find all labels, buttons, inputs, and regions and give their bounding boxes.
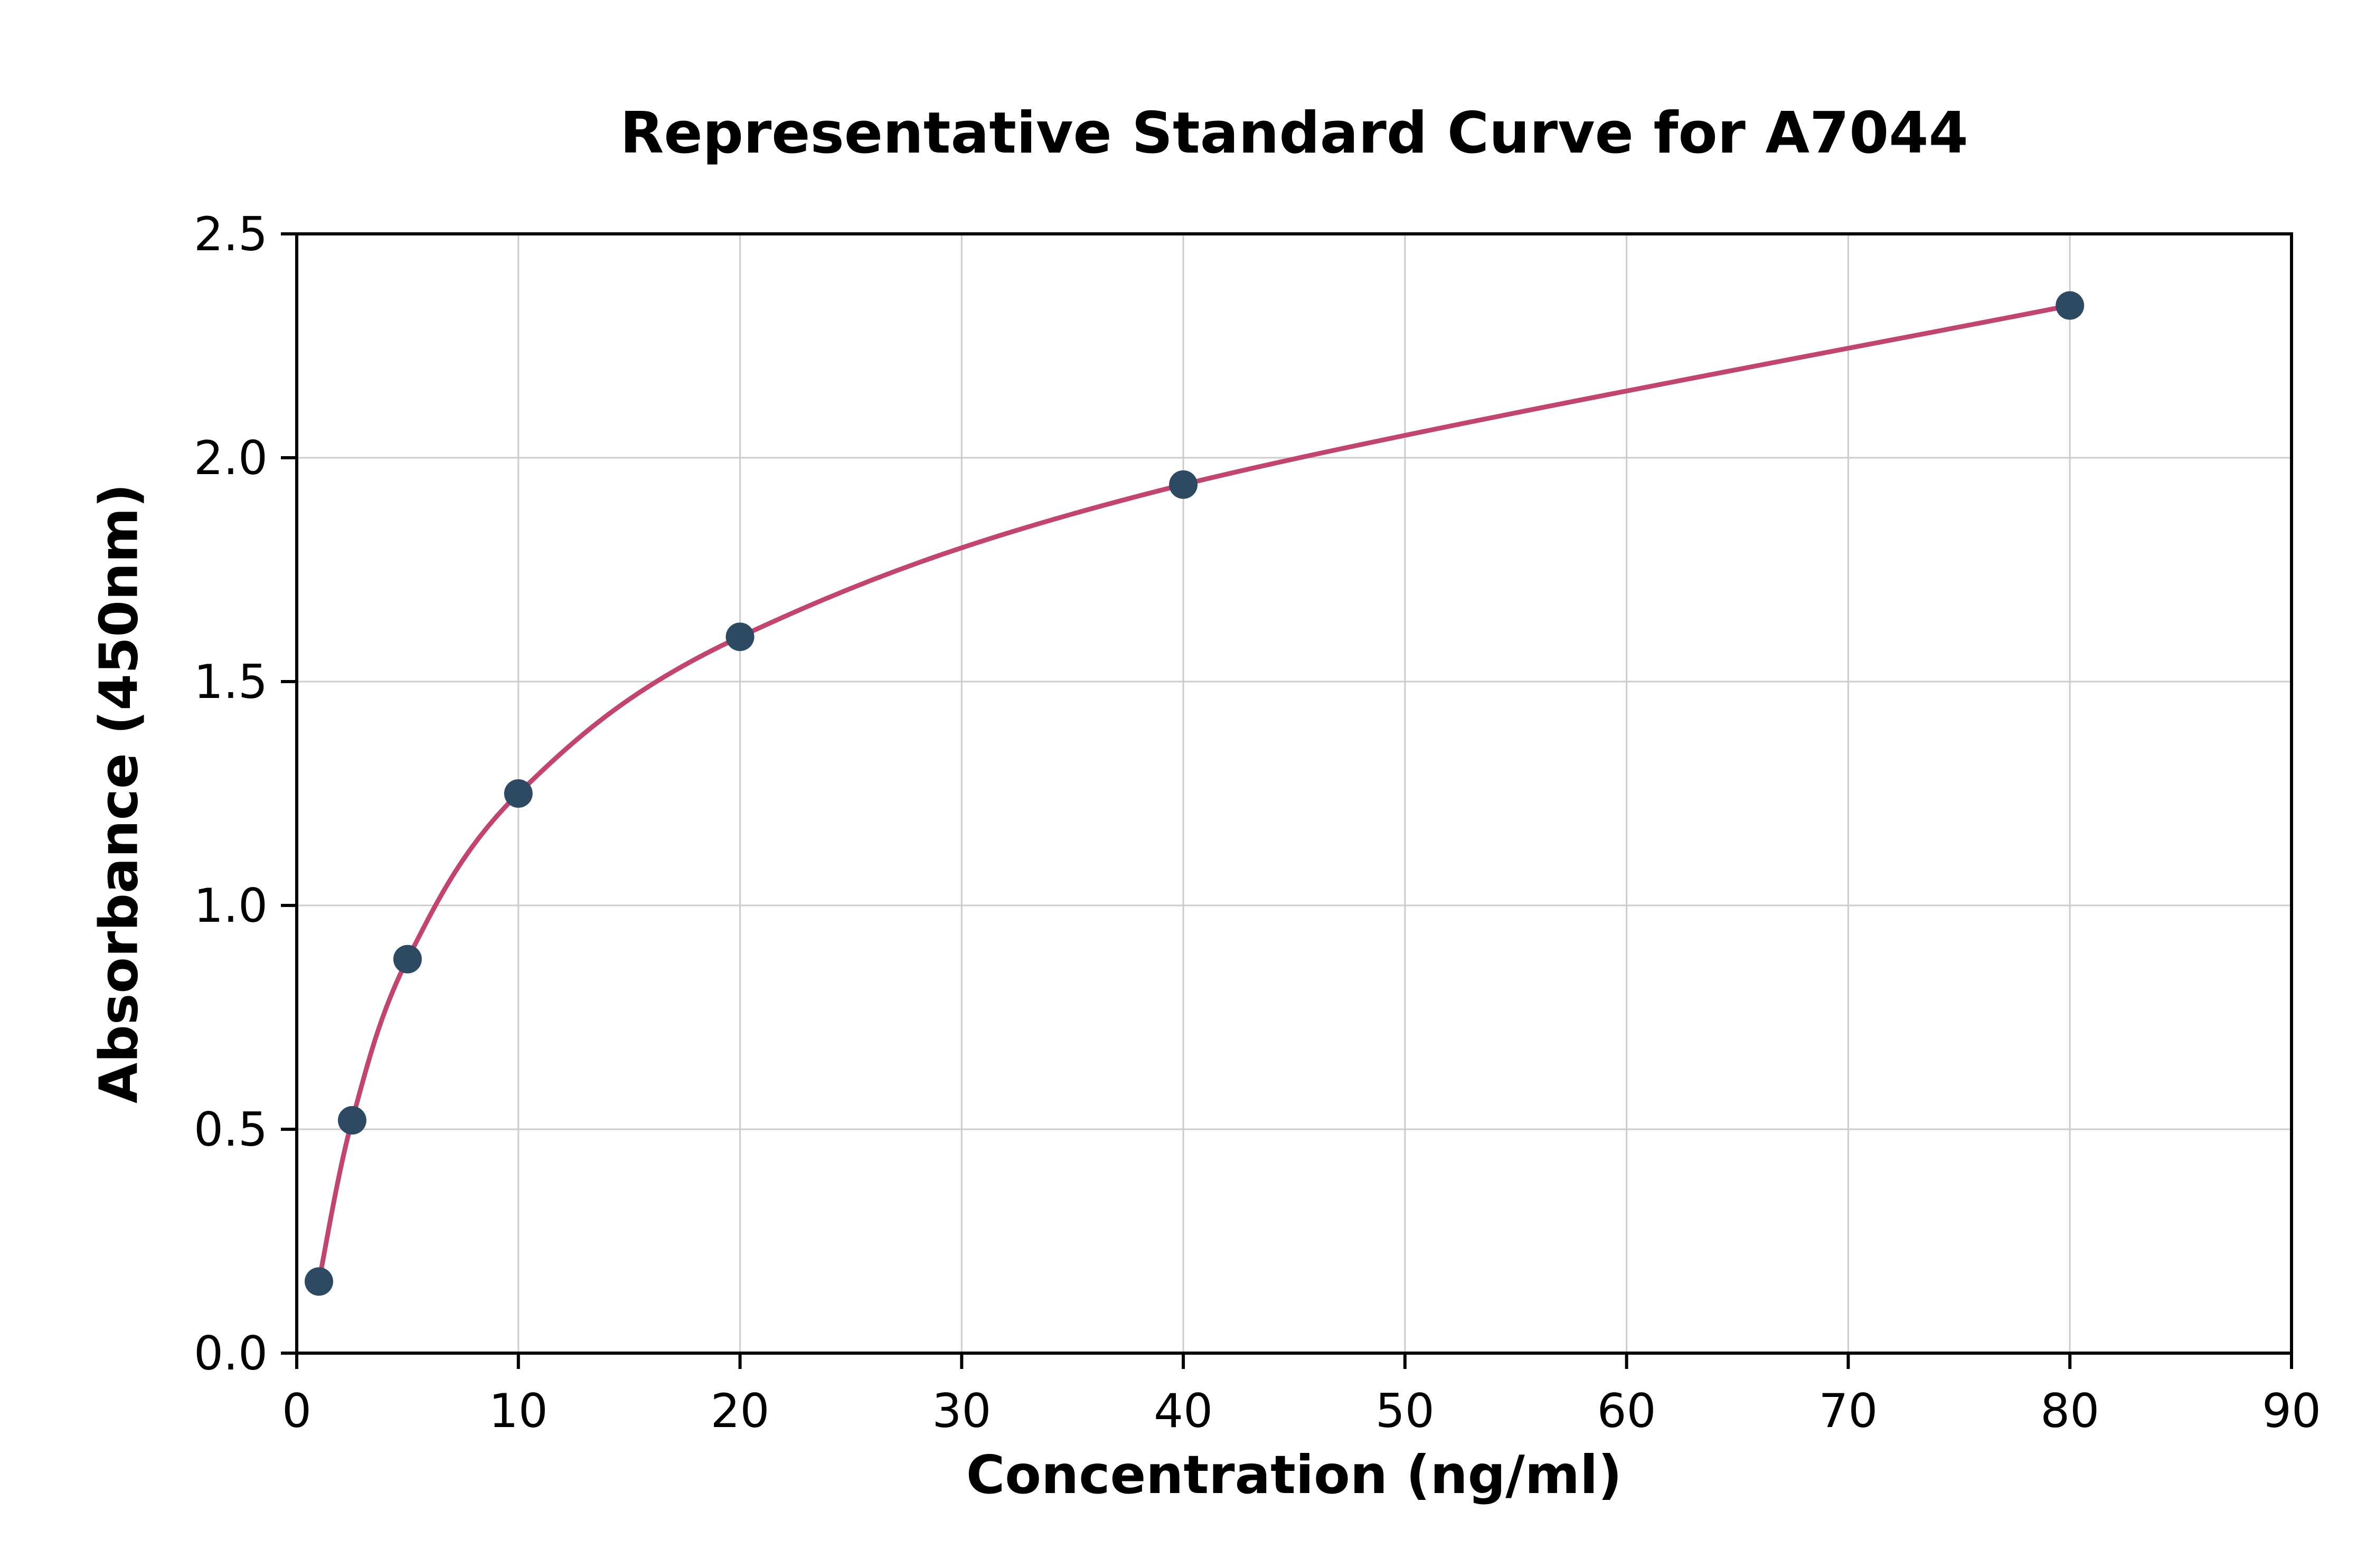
y-tick-label: 1.5 (194, 655, 268, 709)
x-tick-label: 50 (1375, 1384, 1435, 1438)
data-point (337, 1106, 366, 1135)
x-tick-label: 60 (1597, 1384, 1656, 1438)
y-tick-label: 1.0 (194, 879, 268, 933)
x-tick-label: 0 (282, 1384, 312, 1438)
data-point (504, 779, 533, 808)
x-tick-label: 20 (711, 1384, 770, 1438)
x-tick-label: 90 (2262, 1384, 2321, 1438)
y-tick-label: 0.5 (194, 1102, 268, 1157)
x-tick-label: 30 (932, 1384, 991, 1438)
data-point (1169, 470, 1198, 499)
y-tick-label: 0.0 (194, 1326, 268, 1381)
y-tick-label: 2.5 (194, 207, 268, 261)
x-tick-label: 10 (489, 1384, 548, 1438)
x-tick-label: 80 (2040, 1384, 2099, 1438)
y-axis-label: Absorbance (450nm) (88, 483, 150, 1104)
fit-curve (316, 303, 2072, 1284)
y-tick-label: 2.0 (194, 431, 268, 485)
data-point (725, 622, 755, 651)
plot-border (295, 232, 2293, 1355)
data-point (2056, 291, 2085, 320)
data-point (304, 1267, 333, 1296)
chart-title: Representative Standard Curve for A7044 (620, 100, 1968, 166)
x-tick-label: 70 (1818, 1384, 1878, 1438)
data-point (393, 944, 422, 974)
x-axis-label: Concentration (ng/ml) (966, 1444, 1623, 1506)
x-tick-label: 40 (1154, 1384, 1213, 1438)
